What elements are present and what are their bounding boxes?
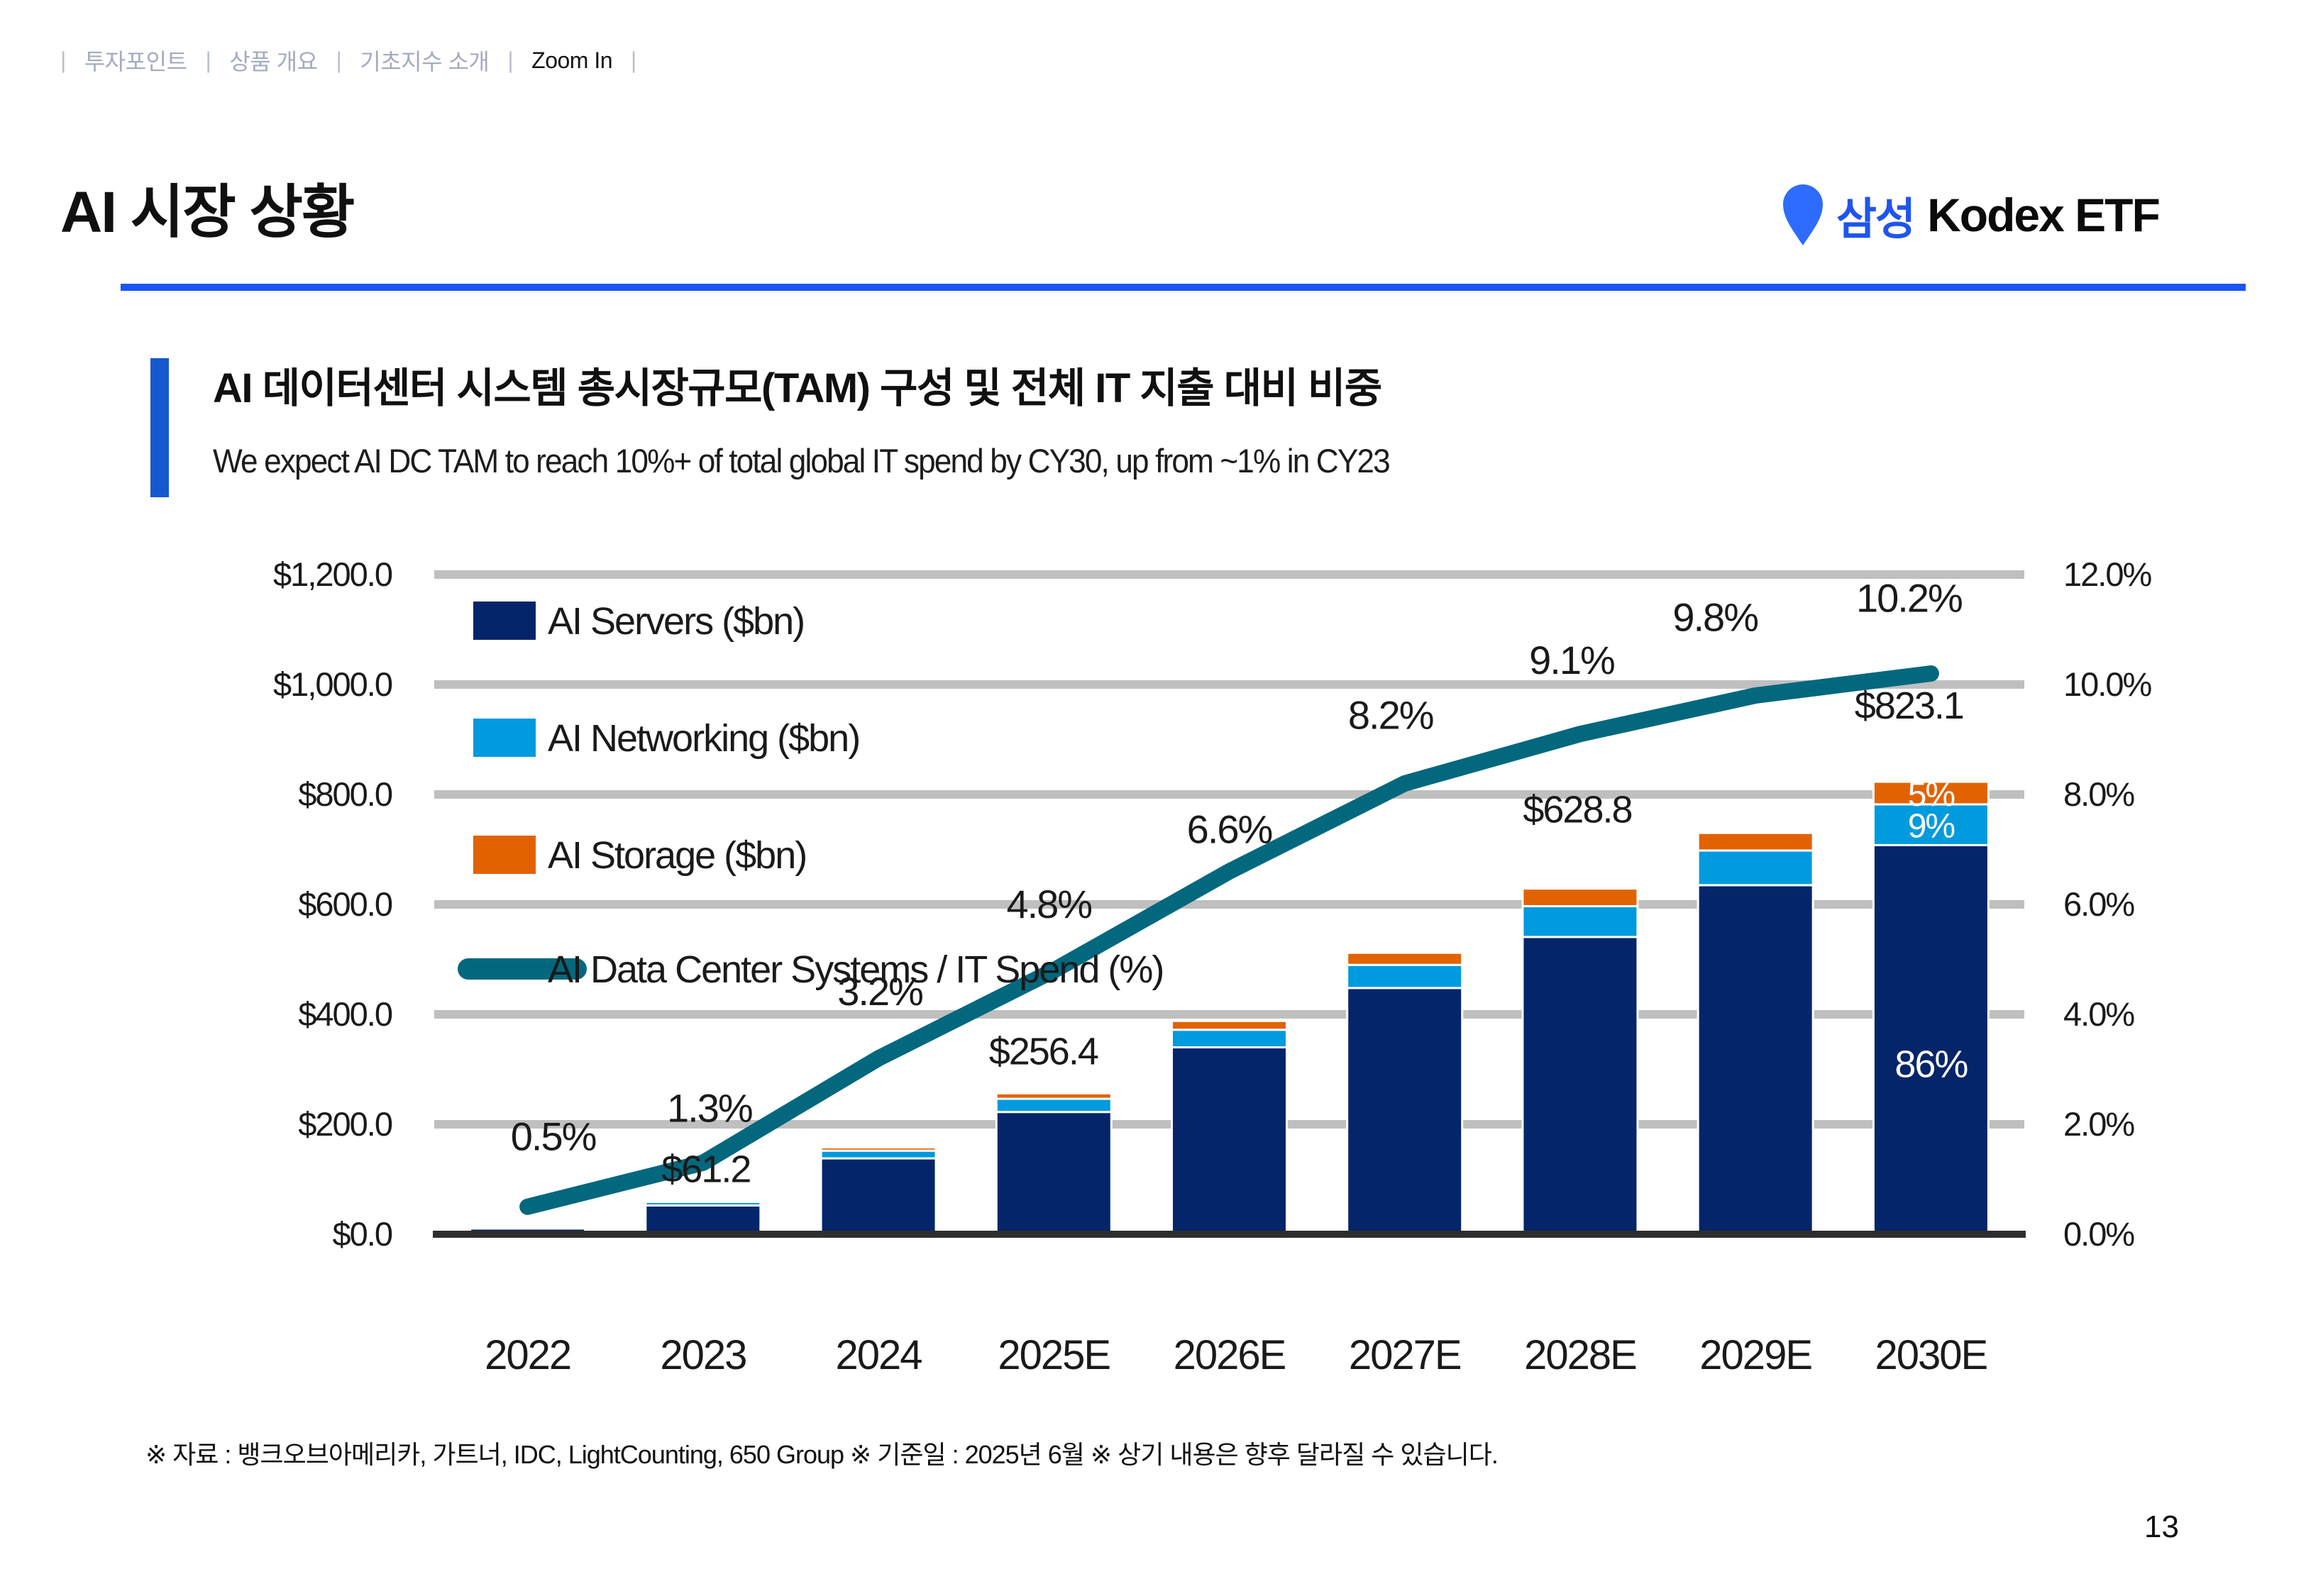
right-axis-tick: 6.0% (2063, 885, 2134, 923)
inbar-label-9%: 9% (1908, 808, 1955, 846)
left-axis-tick: $400.0 (298, 995, 392, 1033)
legend-swatch-0 (473, 602, 536, 640)
legend: AI Servers ($bn) AI Networking ($bn) AI St… (458, 600, 1164, 991)
left-axis-tick: $200.0 (298, 1105, 392, 1143)
bar-2028E (1521, 887, 1639, 1236)
nav-separator: | (60, 47, 66, 73)
line-label-3.2%: 3.2% (837, 969, 922, 1014)
bar-2029E (1697, 831, 1814, 1236)
page-title: AI 시장 상황 (60, 180, 355, 245)
x-tick-2027E: 2027E (1349, 1332, 1461, 1378)
bar-2025E (995, 1092, 1113, 1236)
source-footnote: ※ 자료 : 뱅크오브아메리카, 가트너, IDC, LightCounting… (145, 1440, 1499, 1469)
x-tick-2025E: 2025E (998, 1332, 1110, 1378)
legend-swatch-1 (473, 719, 536, 757)
total-label-2023: $61.2 (661, 1148, 750, 1191)
x-axis-labels: 2022 2023 2024 2025E 2026E 2027E 2028E 2029E 203… (485, 1332, 1988, 1378)
x-tick-2024: 2024 (836, 1332, 922, 1378)
bar-total-labels: $61.2 $256.4 $628.8 $823.1 (661, 685, 1965, 1191)
it-spend-share-line (519, 665, 1939, 1215)
section-accent-bar (150, 358, 169, 497)
bar-2027E (1346, 951, 1464, 1236)
x-tick-2030E: 2030E (1875, 1332, 1987, 1378)
legend-label-line: AI Data Center Systems / IT Spend (%) (548, 948, 1163, 991)
line-label-4.8%: 4.8% (1006, 882, 1091, 926)
total-label-2028E: $628.8 (1523, 789, 1631, 831)
nav-separator: | (205, 47, 211, 73)
nav-separator: | (631, 47, 636, 73)
tab-product-overview[interactable]: 상품 개요 (229, 49, 318, 74)
breadcrumb: | 투자포인트 | 상품 개요 | 기초지수 소개 | Zoom In | (60, 44, 636, 77)
line-label-0.5%: 0.5% (511, 1114, 596, 1158)
line-label-8.2%: 8.2% (1348, 693, 1433, 738)
left-axis-tick: $1,000.0 (273, 665, 392, 703)
line-label-10.2%: 10.2% (1856, 576, 1962, 621)
left-axis-tick: $600.0 (298, 885, 392, 923)
legend-label-2: AI Storage ($bn) (548, 834, 806, 877)
left-axis-tick: $1,200.0 (273, 555, 392, 593)
right-axis-tick: 8.0% (2063, 775, 2134, 813)
nav-separator: | (507, 47, 514, 73)
legend-label-0: AI Servers ($bn) (548, 600, 804, 643)
x-tick-2029E: 2029E (1699, 1332, 1811, 1378)
left-axis-tick: $800.0 (298, 775, 392, 813)
tab-index-intro[interactable]: 기초지수 소개 (360, 49, 490, 74)
total-label-2030E: $823.1 (1855, 685, 1963, 727)
tab-zoom-in[interactable]: Zoom In (531, 47, 613, 73)
stacked-bars (469, 780, 1990, 1236)
legend-label-1: AI Networking ($bn) (548, 717, 859, 760)
inbar-label-5%: 5% (1908, 776, 1955, 814)
bar-2023 (644, 1199, 762, 1236)
line-label-9.8%: 9.8% (1672, 595, 1758, 640)
page-number: 13 (2144, 1509, 2179, 1544)
brand-samsung-label: 삼성 (1836, 195, 1916, 244)
line-point-labels: 0.5% 1.3% 3.2% 4.8% 6.6% 8.2% 9.1% 9.8% 10.2% (511, 576, 1963, 1159)
tab-invest-points[interactable]: 투자포인트 (84, 49, 187, 74)
section-subheading: We expect AI DC TAM to reach 10%+ of tot… (213, 442, 1391, 480)
x-tick-2022: 2022 (485, 1332, 570, 1378)
inbar-label-86%: 86% (1894, 1043, 1968, 1086)
section-heading: AI 데이터센터 시스템 총시장규모(TAM) 구성 및 전체 IT 지출 대비… (213, 365, 1382, 411)
bar-2024 (820, 1146, 937, 1236)
right-axis-tick: 10.0% (2063, 665, 2151, 703)
line-label-9.1%: 9.1% (1529, 638, 1614, 682)
bar-2026E (1171, 1019, 1288, 1236)
x-tick-2023: 2023 (660, 1332, 746, 1378)
right-axis-tick: 2.0% (2063, 1105, 2134, 1143)
x-tick-2026E: 2026E (1174, 1332, 1286, 1378)
right-axis-tick: 4.0% (2063, 995, 2134, 1033)
right-axis-tick: 12.0% (2063, 555, 2151, 593)
header-divider (121, 284, 2246, 291)
right-axis-tick: 0.0% (2063, 1215, 2134, 1253)
left-axis-tick: $0.0 (333, 1215, 392, 1253)
bar-2030E (1872, 780, 1990, 1236)
total-label-2025E: $256.4 (989, 1030, 1098, 1073)
x-tick-2028E: 2028E (1524, 1332, 1636, 1378)
brand-logo: 삼성 Kodex ETF (1782, 183, 2161, 247)
line-label-1.3%: 1.3% (667, 1085, 752, 1130)
inbar-share-labels: 5%9% 86% (1894, 776, 1969, 1086)
brand-kodex-etf-label: Kodex ETF (1927, 189, 2161, 241)
location-pin-icon (1782, 184, 1824, 246)
right-axis-labels: 12.0% 10.0% 8.0% 6.0% 4.0% 2.0% 0.0% (2063, 555, 2153, 1253)
nav-separator: | (336, 47, 342, 73)
line-label-6.6%: 6.6% (1187, 807, 1272, 852)
left-axis-labels: $1,200.0 $1,000.0 $800.0 $600.0 $400.0 $200.0… (273, 555, 394, 1253)
legend-swatch-2 (473, 836, 536, 874)
